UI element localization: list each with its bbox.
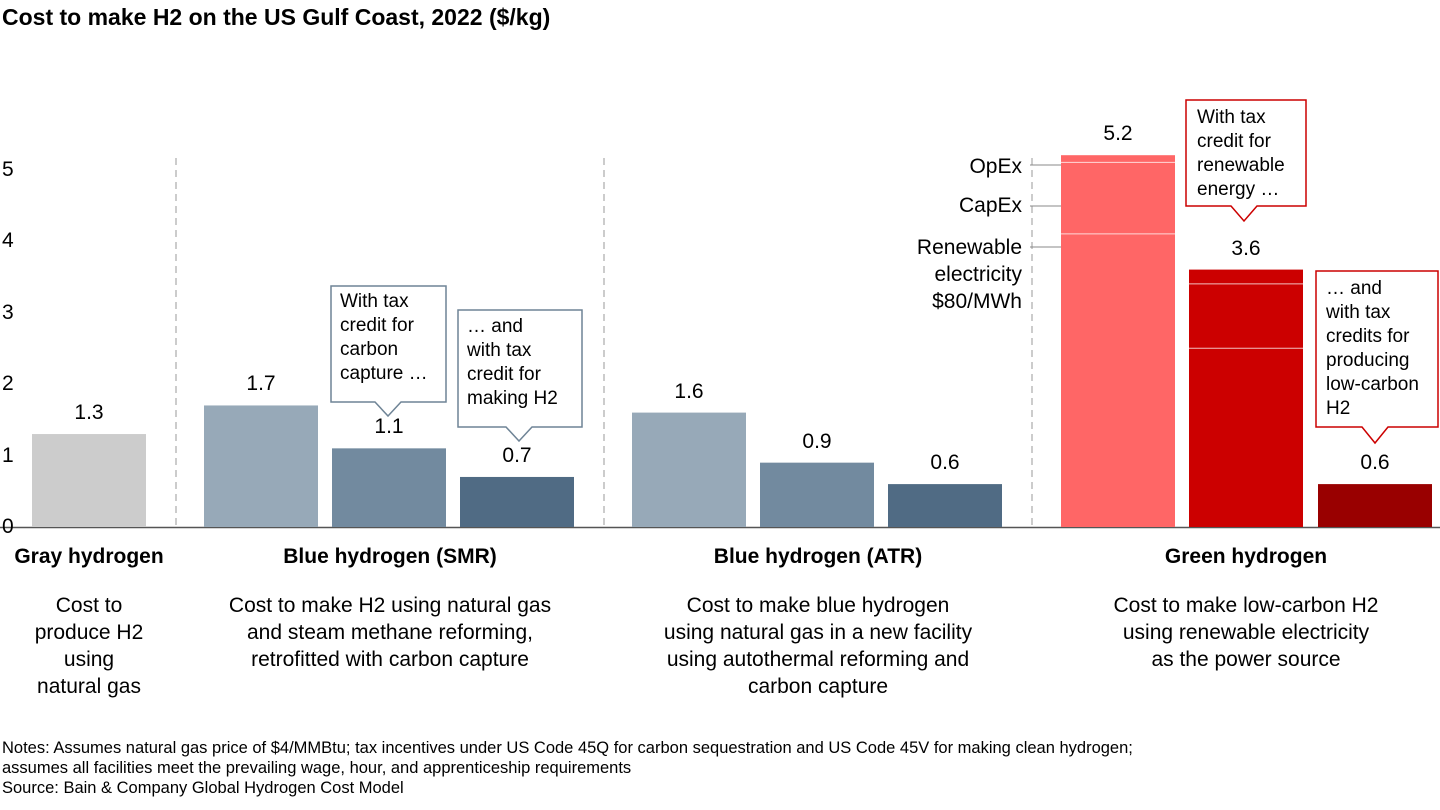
category-description-blue-atr: Cost to make blue hydrogen using natural… bbox=[663, 594, 973, 698]
callout-making-h2-credit: … and with tax credit for making H2 bbox=[467, 316, 558, 409]
bar bbox=[32, 434, 146, 527]
category-title-blue-atr: Blue hydrogen (ATR) bbox=[713, 545, 923, 568]
callout-low-carbon-h2-credit: … and with tax credits for producing low… bbox=[1326, 278, 1419, 419]
data-label: 3.6 bbox=[1231, 236, 1261, 260]
category-description-blue-smr: Cost to make H2 using natural gas and st… bbox=[228, 594, 552, 671]
bar bbox=[460, 476, 574, 527]
y-tick-label: 2 bbox=[2, 372, 14, 395]
callout-box-carbon-capture bbox=[330, 285, 447, 418]
data-label: 5.2 bbox=[1103, 122, 1133, 146]
bar bbox=[632, 412, 746, 527]
bar bbox=[1318, 484, 1432, 527]
data-label: 0.6 bbox=[930, 451, 960, 475]
category-title-blue-smr: Blue hydrogen (SMR) bbox=[283, 545, 497, 568]
bar bbox=[760, 462, 874, 527]
segment-label-opex: OpEx bbox=[969, 155, 1022, 178]
bar bbox=[1061, 155, 1175, 527]
callout-renewable-energy-credit: With tax credit for renewable energy … bbox=[1197, 107, 1285, 200]
category-description-gray: Cost to produce H2 using natural gas bbox=[34, 594, 144, 698]
category-title-green: Green hydrogen bbox=[1164, 545, 1328, 568]
bar bbox=[332, 448, 446, 527]
category-title-gray: Gray hydrogen bbox=[14, 545, 164, 568]
callout-box-low-carbon-h2 bbox=[1315, 270, 1439, 445]
data-label: 0.7 bbox=[502, 443, 532, 467]
bar bbox=[888, 484, 1002, 527]
category-description-green: Cost to make low-carbon H2 using renewab… bbox=[1113, 594, 1379, 671]
bar bbox=[204, 405, 318, 527]
data-label: 0.6 bbox=[1360, 451, 1390, 475]
bar bbox=[1189, 269, 1303, 527]
callout-box-making-h2 bbox=[457, 309, 583, 443]
chart-notes: Notes: Assumes natural gas price of $4/M… bbox=[2, 739, 1133, 797]
segment-label-renewable-electricity: Renewable electricity $80/MWh bbox=[916, 236, 1022, 313]
data-label: 1.7 bbox=[246, 372, 276, 396]
data-label: 1.3 bbox=[74, 401, 104, 425]
callout-carbon-capture-credit: With tax credit for carbon capture … bbox=[340, 291, 428, 384]
callout-box-renewable-energy bbox=[1185, 99, 1307, 223]
chart-title: Cost to make H2 on the US Gulf Coast, 20… bbox=[2, 4, 551, 30]
data-label: 1.1 bbox=[374, 415, 404, 439]
y-tick-label: 4 bbox=[2, 229, 14, 252]
data-label: 1.6 bbox=[674, 379, 704, 403]
segment-label-capex: CapEx bbox=[958, 194, 1022, 217]
y-tick-label: 5 bbox=[2, 157, 14, 181]
data-label: 0.9 bbox=[802, 429, 832, 453]
y-tick-label: 3 bbox=[2, 300, 14, 324]
y-tick-label: 1 bbox=[2, 443, 14, 467]
y-tick-label: 0 bbox=[2, 515, 14, 538]
